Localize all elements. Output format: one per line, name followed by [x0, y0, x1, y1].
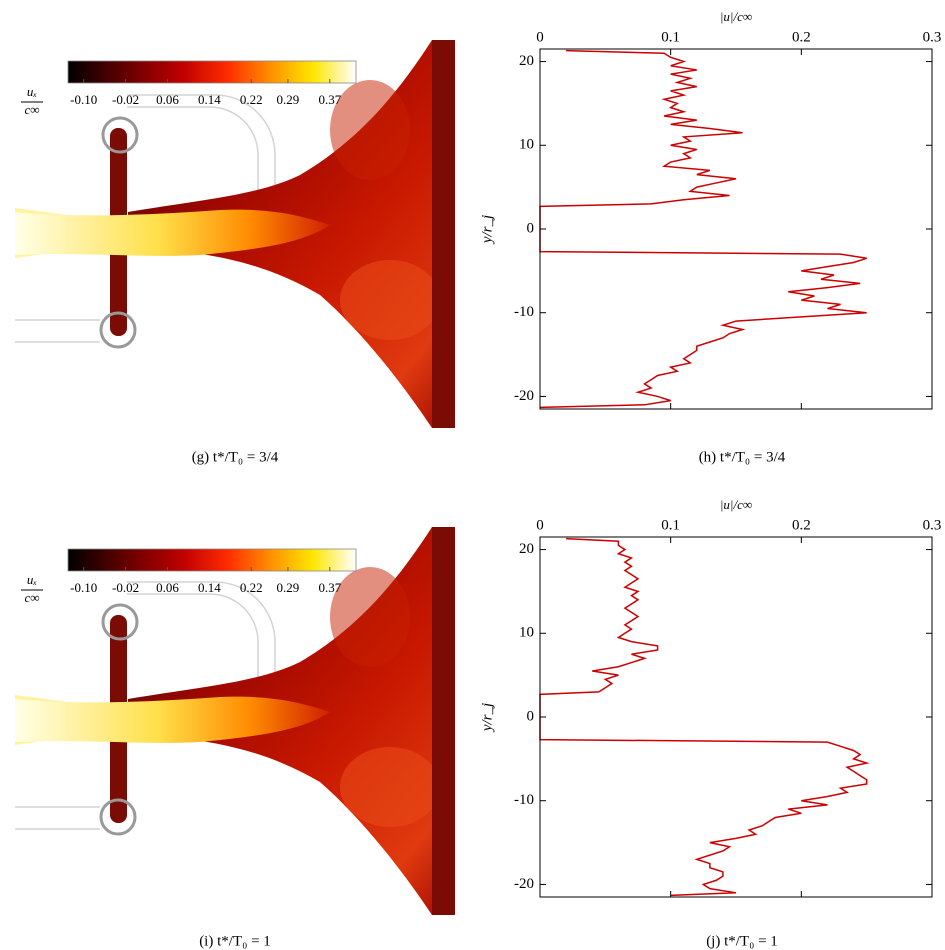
y-tick-label: 20: [519, 541, 534, 557]
colorbar-tick-label: 0.22: [240, 92, 263, 107]
caption: (h) t*/T₀ = 3/4: [699, 449, 786, 465]
colorbar-tick-label: -0.10: [70, 580, 97, 595]
x-tick-label: 0.3: [923, 29, 942, 45]
x-tick-label: 0: [536, 29, 544, 45]
profile-line: [539, 537, 870, 897]
y-tick-label: 10: [519, 625, 534, 641]
colorbar-tick-label: 0.06: [156, 92, 179, 107]
caption: (g) t*/T₀ = 3/4: [192, 449, 279, 465]
colorbar-tick-label: 0.37: [318, 580, 341, 595]
colorbar-tick-label: 0.29: [277, 92, 300, 107]
colorbar-label-num: uₓ: [27, 572, 38, 587]
y-tick-label: 20: [519, 53, 534, 69]
x-tick-label: 0.3: [923, 517, 942, 533]
colorbar-tick-label: 0.14: [198, 580, 221, 595]
x-axis-label: |u|/c∞: [720, 9, 752, 24]
y-tick-label: -10: [514, 304, 534, 320]
plot-frame: [539, 48, 933, 410]
y-axis-label: y/r_j: [479, 703, 495, 733]
y-tick-label: 10: [519, 137, 534, 153]
colorbar-label-num: uₓ: [27, 84, 38, 99]
colorbar-tick-label: 0.06: [156, 580, 179, 595]
colorbar-tick-label: -0.10: [70, 92, 97, 107]
colorbar-label-den: c∞: [24, 102, 39, 117]
colorbar: [67, 60, 357, 84]
x-tick-label: 0.2: [792, 517, 811, 533]
plot-frame: [539, 536, 933, 898]
colorbar-tick-label: 0.14: [198, 92, 221, 107]
colorbar-tick-label: 0.29: [277, 580, 300, 595]
colorbar-label-den: c∞: [24, 590, 39, 605]
caption: (j) t*/T₀ = 1: [706, 933, 778, 949]
x-axis-label: |u|/c∞: [720, 497, 752, 512]
y-tick-label: 0: [527, 220, 535, 236]
colorbar: [67, 548, 357, 572]
x-tick-label: 0.2: [792, 29, 811, 45]
x-tick-label: 0.1: [661, 517, 680, 533]
y-tick-label: -10: [514, 792, 534, 808]
y-tick-label: 0: [527, 708, 535, 724]
caption: (i) t*/T₀ = 1: [199, 933, 271, 949]
x-tick-label: 0.1: [661, 29, 680, 45]
profile-line: [539, 49, 867, 409]
x-tick-label: 0: [536, 517, 544, 533]
y-tick-label: -20: [514, 388, 534, 404]
colorbar-tick-label: -0.02: [112, 92, 139, 107]
colorbar-tick-label: 0.22: [240, 580, 263, 595]
colorbar-tick-label: -0.02: [112, 580, 139, 595]
y-axis-label: y/r_j: [479, 215, 495, 245]
y-tick-label: -20: [514, 876, 534, 892]
colorbar-tick-label: 0.37: [318, 92, 341, 107]
